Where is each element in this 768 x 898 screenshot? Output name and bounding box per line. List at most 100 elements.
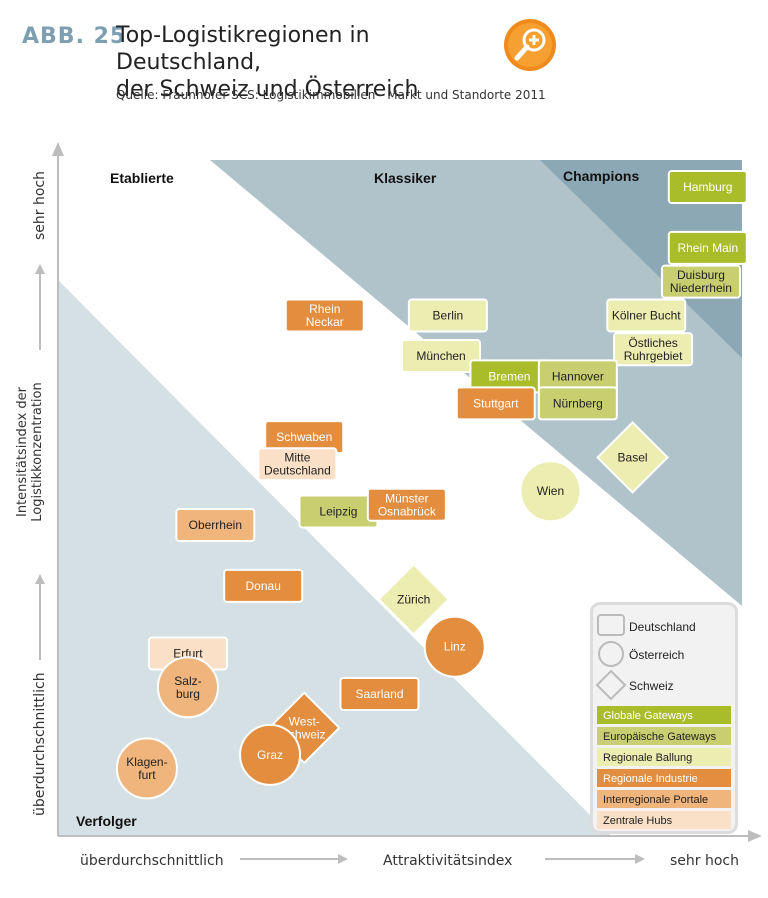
region-mitte-deutschland-label: Deutschland (264, 464, 331, 478)
region-salz-burg-label: burg (176, 687, 200, 701)
region-linz-circle (423, 615, 486, 678)
legend-label-zentrale-hubs: Zentrale Hubs (603, 815, 673, 827)
region-münster-osnabrück-label: Osnabrück (378, 504, 437, 518)
region-duisburg-niederrhein-square (660, 264, 741, 299)
region-mitte-deutschland-square (257, 447, 338, 482)
chart-title-line2: der Schweiz und Österreich (116, 77, 419, 102)
region-salz-burg: Salz-burg (156, 656, 219, 719)
region-berlin-square (407, 298, 488, 333)
region-östliches-ruhrgebiet-label: Östliches (628, 336, 677, 350)
region-stuttgart-square (455, 386, 536, 421)
legend-diamond-icon (595, 669, 627, 701)
region-rhein-main-label: Rhein Main (677, 241, 738, 255)
region-münchen-square (401, 339, 482, 374)
region-oberrhein: Oberrhein (175, 508, 256, 543)
region-leipzig: Leipzig (298, 494, 379, 529)
region-duisburg-niederrhein-label: Duisburg (677, 268, 725, 282)
y-axis-arrow (52, 142, 64, 156)
legend-label-globale-gateways: Globale Gateways (603, 710, 693, 722)
region-linz-label: Linz (444, 640, 466, 654)
region-graz-label: Graz (257, 748, 283, 762)
region-schwaben-label: Schwaben (276, 430, 332, 444)
region-münster-osnabrück-square (366, 487, 447, 522)
chart-title-line1: Top-Logistikregionen in Deutschland, (116, 23, 370, 75)
region-hamburg-label: Hamburg (683, 180, 732, 194)
legend-label-regionale-industrie: Regionale Industrie (603, 773, 698, 785)
legend-swatch-zentrale-hubs (597, 811, 731, 829)
legend-swatch-interregionale-portale (597, 790, 731, 808)
y-axis-label-center-wrap: Intensitätsindex der Logistikkonzentrati… (15, 382, 45, 522)
region-wien-circle (519, 460, 582, 523)
region-östliches-ruhrgebiet-square (613, 332, 694, 367)
y-guide-arrowhead-2 (35, 574, 45, 584)
legend-square-icon (597, 614, 625, 636)
region-nürnberg-label: Nürnberg (553, 396, 603, 410)
region-graz-circle (239, 723, 302, 786)
chart-title: Top-Logistikregionen in Deutschland, der… (116, 22, 496, 103)
region-östliches-ruhrgebiet-label: Ruhrgebiet (624, 349, 683, 363)
region-stuttgart: Stuttgart (455, 386, 536, 421)
region-saarland-label: Saarland (355, 687, 403, 701)
region-münster-osnabrück-label: Münster (385, 491, 428, 505)
region-basel-label: Basel (618, 450, 648, 464)
region-nürnberg-square (537, 386, 618, 421)
zone-champions (540, 160, 742, 358)
region-hamburg-square (667, 170, 748, 205)
legend-label-europäische-gateways: Europäische Gateways (603, 731, 717, 743)
region-klagen-furt-label: furt (138, 768, 156, 782)
region-basel-diamond (596, 421, 669, 494)
region-kölner-bucht-square (606, 298, 687, 333)
region-west-schweiz-label: West- (289, 714, 320, 728)
region-zürich-diamond (377, 562, 451, 636)
region-oberrhein-square (175, 508, 256, 543)
region-klagen-furt: Klagen-furt (115, 737, 178, 800)
region-hannover-label: Hannover (552, 369, 604, 383)
figure-number: ABB. 25 (22, 24, 127, 49)
y-axis-label-top: sehr hoch (32, 171, 48, 240)
region-donau-label: Donau (246, 579, 281, 593)
y-axis-label-bottom: überdurchschnittlich (32, 672, 48, 816)
region-münchen-label: München (416, 349, 465, 363)
region-wien-label: Wien (537, 484, 564, 498)
zone-label-klassiker: Klassiker (374, 170, 437, 186)
region-zürich-label: Zürich (397, 592, 430, 606)
region-rhein-main-square (667, 230, 748, 265)
region-klagen-furt-label: Klagen- (126, 755, 167, 769)
zone-label-etablierte: Etablierte (110, 170, 174, 186)
legend-swatch-globale-gateways (597, 706, 731, 724)
legend-label-interregionale-portale: Interregionale Portale (603, 794, 708, 806)
region-oberrhein-label: Oberrhein (189, 518, 242, 532)
legend: Deutschland Österreich Schweiz Globale G… (590, 602, 738, 834)
legend-swatch-europäische-gateways (597, 727, 731, 745)
x-axis-label-center: Attraktivitätsindex (383, 853, 512, 869)
legend-label-regionale-ballung: Regionale Ballung (603, 752, 692, 764)
region-erfurt-label: Erfurt (173, 646, 203, 660)
region-kölner-bucht: Kölner Bucht (606, 298, 687, 333)
region-rhein-neckar-label: Rhein (309, 302, 340, 316)
y-axis-label-center: Intensitätsindex der Logistikkonzentrati… (15, 382, 45, 522)
region-bremen-label: Bremen (488, 369, 530, 383)
region-leipzig-label: Leipzig (319, 505, 357, 519)
legend-swatch-regionale-industrie (597, 769, 731, 787)
region-duisburg-niederrhein-label: Niederrhein (670, 281, 732, 295)
region-basel: Basel (596, 421, 669, 494)
legend-swatch-regionale-ballung (597, 748, 731, 766)
x-axis-label-right: sehr hoch (670, 853, 739, 869)
region-hannover: Hannover (537, 359, 618, 394)
zoom-in-icon[interactable] (503, 18, 557, 72)
region-donau: Donau (223, 568, 304, 603)
region-donau-square (223, 568, 304, 603)
region-wien: Wien (519, 460, 582, 523)
zone-label-champions: Champions (563, 168, 639, 184)
legend-shape-label-oesterreich: Österreich (629, 648, 684, 662)
legend-shape-label-deutschland: Deutschland (629, 620, 696, 634)
y-guide-arrowhead-1 (35, 264, 45, 274)
region-mitte-deutschland-label: Mitte (284, 451, 310, 465)
region-rhein-main: Rhein Main (667, 230, 748, 265)
